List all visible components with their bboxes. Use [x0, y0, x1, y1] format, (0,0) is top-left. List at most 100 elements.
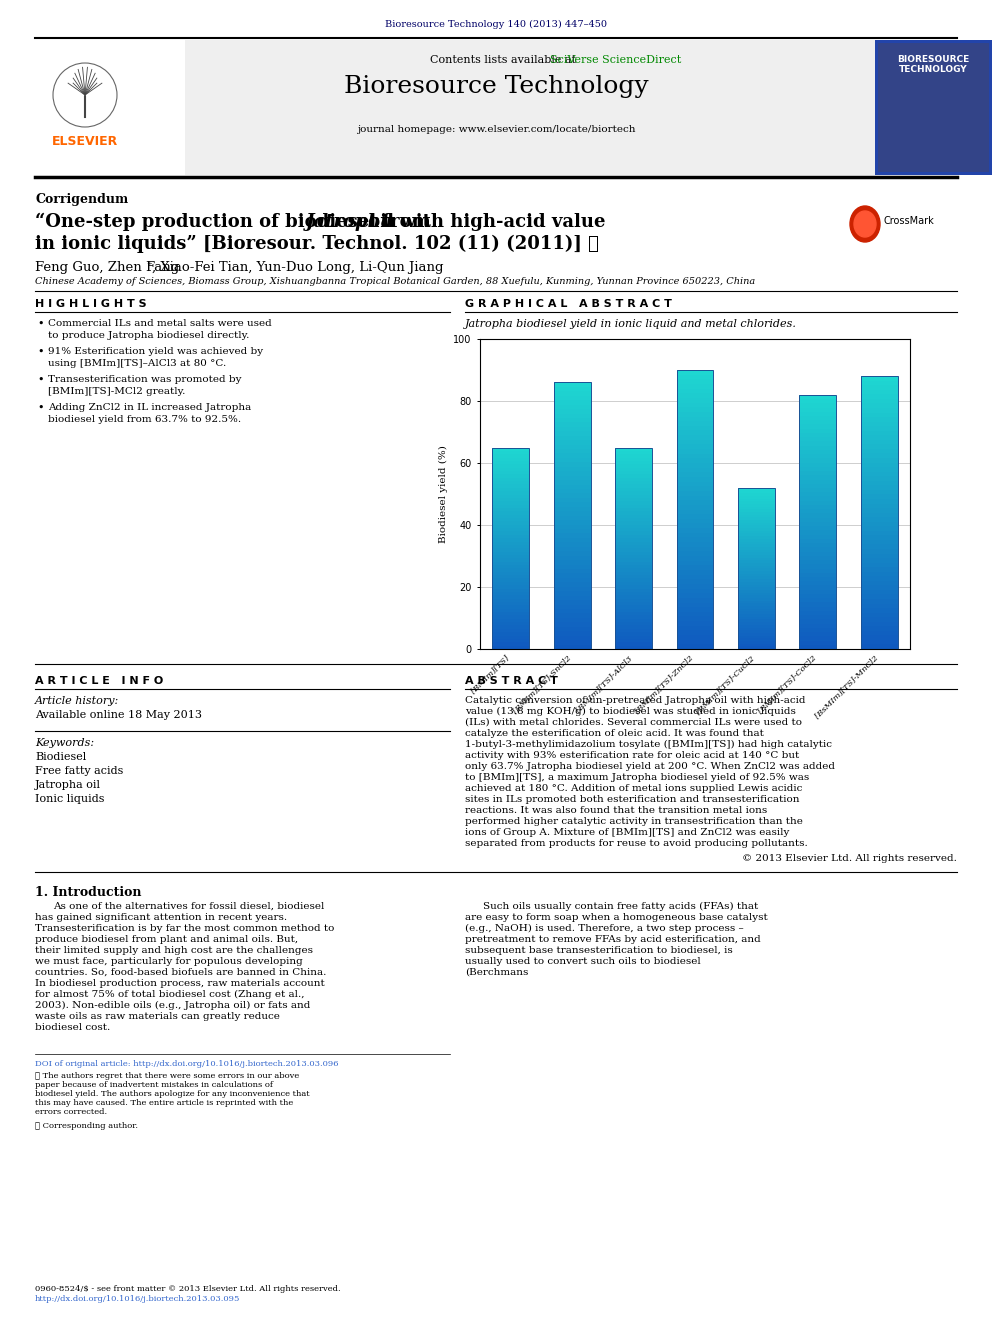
Text: A R T I C L E   I N F O: A R T I C L E I N F O [35, 676, 164, 687]
Bar [677, 640, 713, 644]
Bar [800, 521, 836, 527]
Bar [738, 488, 775, 491]
Bar [738, 525, 775, 528]
Bar [492, 606, 529, 609]
Bar [677, 537, 713, 542]
Text: G R A P H I C A L   A B S T R A C T: G R A P H I C A L A B S T R A C T [465, 299, 672, 310]
Bar [492, 632, 529, 635]
Text: separated from products for reuse to avoid producing pollutants.: separated from products for reuse to avo… [465, 839, 807, 848]
Bar [492, 478, 529, 482]
Bar [554, 538, 590, 542]
Text: using [BMIm][TS]–AlCl3 at 80 °C.: using [BMIm][TS]–AlCl3 at 80 °C. [48, 359, 226, 368]
Bar [738, 579, 775, 582]
Text: Adding ZnCl2 in IL increased Jatropha: Adding ZnCl2 in IL increased Jatropha [48, 404, 251, 411]
Bar [800, 517, 836, 521]
Bar [800, 632, 836, 636]
Bar [861, 376, 898, 381]
Bar [738, 523, 775, 525]
Bar [615, 460, 652, 464]
Bar [861, 572, 898, 577]
Bar [677, 393, 713, 398]
Bar [800, 429, 836, 433]
Bar [615, 528, 652, 532]
Text: sites in ILs promoted both esterification and transesterification: sites in ILs promoted both esterificatio… [465, 795, 800, 804]
Bar [554, 392, 590, 396]
Text: Chinese Academy of Sciences, Biomass Group, Xishuangbanna Tropical Botanical Gar: Chinese Academy of Sciences, Biomass Gro… [35, 277, 755, 286]
Bar [800, 400, 836, 404]
Text: , Xiao-Fei Tian, Yun-Duo Long, Li-Qun Jiang: , Xiao-Fei Tian, Yun-Duo Long, Li-Qun Ji… [152, 261, 443, 274]
Text: [BMIm][TS]-MCl2 greatly.: [BMIm][TS]-MCl2 greatly. [48, 386, 186, 396]
Bar [861, 590, 898, 594]
Bar [554, 405, 590, 409]
Bar [800, 421, 836, 425]
Bar [492, 572, 529, 576]
Bar [800, 492, 836, 496]
Bar [800, 500, 836, 505]
Text: Available online 18 May 2013: Available online 18 May 2013 [35, 710, 202, 720]
Bar [677, 570, 713, 574]
Bar [861, 390, 898, 394]
Bar [492, 626, 529, 628]
Text: BIORESOURCE
TECHNOLOGY: BIORESOURCE TECHNOLOGY [897, 56, 969, 74]
Bar [677, 515, 713, 519]
Bar [677, 533, 713, 537]
Bar [800, 437, 836, 442]
Bar [677, 589, 713, 593]
Bar [800, 590, 836, 594]
Bar [677, 430, 713, 435]
Text: to produce Jatropha biodiesel directly.: to produce Jatropha biodiesel directly. [48, 331, 249, 340]
Bar [492, 642, 529, 646]
Bar [738, 630, 775, 632]
Text: 2003). Non-edible oils (e.g., Jatropha oil) or fats and: 2003). Non-edible oils (e.g., Jatropha o… [35, 1002, 310, 1011]
Bar [677, 509, 713, 515]
Bar [800, 602, 836, 607]
Bar [554, 448, 590, 454]
Bar [677, 467, 713, 472]
Text: Transesterification was promoted by: Transesterification was promoted by [48, 374, 241, 384]
Bar [554, 569, 590, 573]
Bar [554, 591, 590, 595]
Bar [554, 631, 590, 635]
Bar [492, 619, 529, 622]
Bar [615, 628, 652, 632]
Bar [738, 549, 775, 552]
Bar [492, 609, 529, 613]
Text: SciVerse ScienceDirect: SciVerse ScienceDirect [551, 56, 682, 65]
Bar [738, 509, 775, 512]
Bar [615, 495, 652, 497]
Text: ⁺: ⁺ [146, 261, 152, 271]
Bar [800, 415, 836, 421]
Bar [738, 643, 775, 647]
Bar [738, 512, 775, 515]
Bar [800, 598, 836, 602]
Text: in ionic liquids” [Bioresour. Technol. 102 (11) (2011)] ★: in ionic liquids” [Bioresour. Technol. 1… [35, 235, 599, 253]
Bar [861, 472, 898, 476]
Text: achieved at 180 °C. Addition of metal ions supplied Lewis acidic: achieved at 180 °C. Addition of metal io… [465, 785, 803, 792]
Bar [677, 487, 713, 491]
Bar [800, 538, 836, 542]
Bar [615, 615, 652, 619]
Text: Bioresource Technology: Bioresource Technology [343, 75, 649, 98]
Bar [554, 582, 590, 587]
Bar [492, 508, 529, 511]
Bar [554, 622, 590, 627]
Bar [800, 411, 836, 415]
Bar [677, 561, 713, 565]
Bar [554, 618, 590, 622]
Bar [800, 450, 836, 454]
Bar [615, 558, 652, 562]
Bar [615, 582, 652, 585]
Bar [492, 639, 529, 642]
Bar [492, 471, 529, 475]
Bar [615, 534, 652, 538]
Bar [677, 644, 713, 650]
Bar [800, 556, 836, 560]
Bar [677, 593, 713, 598]
Text: Bioresource Technology 140 (2013) 447–450: Bioresource Technology 140 (2013) 447–45… [385, 20, 607, 29]
Bar [861, 577, 898, 581]
Bar [861, 400, 898, 404]
Text: only 63.7% Jatropha biodiesel yield at 200 °C. When ZnCl2 was added: only 63.7% Jatropha biodiesel yield at 2… [465, 762, 835, 771]
Bar [677, 389, 713, 393]
Bar [861, 413, 898, 417]
Bar [861, 644, 898, 650]
